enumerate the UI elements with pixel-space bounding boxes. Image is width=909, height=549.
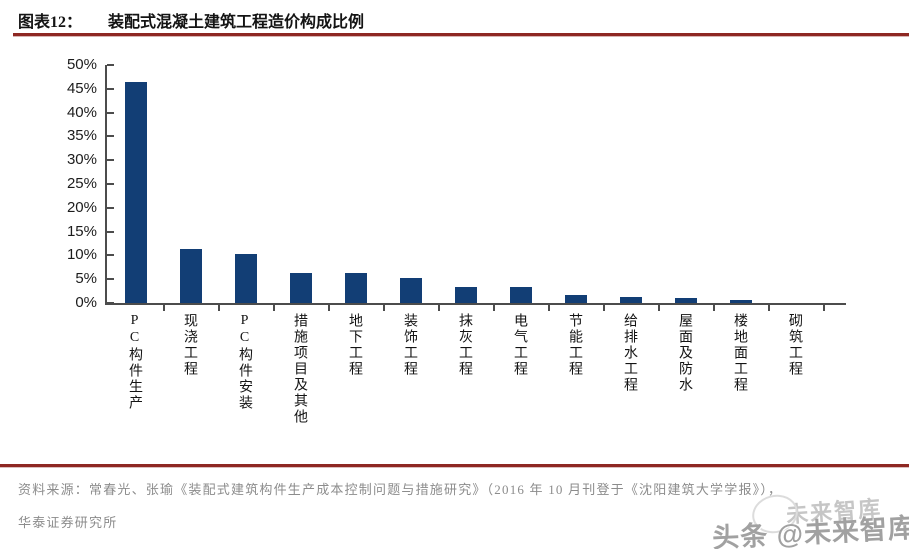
footer-divider bbox=[0, 464, 909, 467]
source-line-1: 资料来源：常春光、张瑜《装配式建筑构件生产成本控制问题与措施研究》（2016 年… bbox=[18, 482, 783, 497]
bar bbox=[180, 249, 202, 303]
x-axis-tick-mark bbox=[438, 305, 440, 311]
y-axis-tick-mark bbox=[107, 183, 114, 185]
y-axis-tick-label: 5% bbox=[75, 270, 97, 287]
y-axis-tick-label: 25% bbox=[66, 175, 97, 192]
x-axis-tick-mark bbox=[768, 305, 770, 311]
y-axis-tick-mark bbox=[107, 64, 114, 66]
y-axis-tick-mark bbox=[107, 135, 114, 137]
x-axis-tick-mark bbox=[823, 305, 825, 311]
x-axis-category-label: 地下工程 bbox=[347, 313, 362, 377]
y-axis-tick-mark bbox=[107, 278, 114, 280]
bar bbox=[565, 295, 587, 303]
x-axis-category-label: PC构件生产 bbox=[127, 313, 142, 411]
x-axis-category-label: 措施项目及其他 bbox=[292, 313, 307, 425]
x-axis-tick-mark bbox=[603, 305, 605, 311]
bar bbox=[235, 254, 257, 303]
bar bbox=[125, 82, 147, 303]
x-axis-tick-mark bbox=[383, 305, 385, 311]
y-axis-tick-label: 10% bbox=[66, 246, 97, 263]
chart-title: 装配式混凝土建筑工程造价构成比例 bbox=[108, 14, 365, 31]
y-axis-tick-mark bbox=[107, 112, 114, 114]
bar bbox=[400, 278, 422, 303]
y-axis-tick-label: 35% bbox=[66, 127, 97, 144]
y-axis-tick-mark bbox=[107, 88, 114, 90]
bar bbox=[345, 273, 367, 303]
y-axis-tick-label: 45% bbox=[66, 80, 97, 97]
bar bbox=[620, 297, 642, 303]
y-axis-tick-label: 20% bbox=[66, 199, 97, 216]
y-axis-tick-label: 40% bbox=[66, 104, 97, 121]
x-axis-category-label: 屋面及防水 bbox=[677, 313, 692, 393]
bar bbox=[675, 298, 697, 303]
y-axis-tick-mark bbox=[107, 231, 114, 233]
bar bbox=[455, 287, 477, 303]
x-axis-category-label: 抹灰工程 bbox=[457, 313, 472, 377]
x-axis-tick-mark bbox=[163, 305, 165, 311]
y-axis-tick-mark bbox=[107, 254, 114, 256]
y-axis-tick-label: 30% bbox=[66, 151, 97, 168]
x-axis-category-label: 现浇工程 bbox=[182, 313, 197, 377]
chart-header: 图表12： 装配式混凝土建筑工程造价构成比例 bbox=[18, 8, 364, 32]
y-axis-line bbox=[105, 65, 107, 303]
bar bbox=[290, 273, 312, 303]
y-axis-tick-mark bbox=[107, 159, 114, 161]
x-axis-line bbox=[105, 303, 846, 305]
bar bbox=[510, 287, 532, 303]
x-axis-tick-mark bbox=[493, 305, 495, 311]
x-axis-category-label: 楼地面工程 bbox=[732, 313, 747, 393]
bar bbox=[730, 300, 752, 303]
y-axis-tick-mark bbox=[107, 207, 114, 209]
x-axis-tick-mark bbox=[328, 305, 330, 311]
y-axis-tick-label: 0% bbox=[75, 294, 97, 311]
x-axis-tick-mark bbox=[218, 305, 220, 311]
x-axis-category-label: 装饰工程 bbox=[402, 313, 417, 377]
x-axis-category-label: PC构件安装 bbox=[237, 313, 252, 411]
x-axis-tick-mark bbox=[658, 305, 660, 311]
source-line-2: 华泰证券研究所 bbox=[18, 515, 118, 530]
x-axis-category-label: 给排水工程 bbox=[622, 313, 637, 393]
x-axis-tick-mark bbox=[713, 305, 715, 311]
y-axis-tick-label: 15% bbox=[66, 223, 97, 240]
x-axis-tick-mark bbox=[273, 305, 275, 311]
x-axis-tick-mark bbox=[548, 305, 550, 311]
title-divider bbox=[13, 33, 909, 36]
x-axis-category-label: 电气工程 bbox=[512, 313, 527, 377]
x-axis-category-label: 砌筑工程 bbox=[787, 313, 802, 377]
y-axis-tick-label: 50% bbox=[66, 56, 97, 73]
figure-label: 图表12： bbox=[18, 14, 83, 31]
x-axis-category-label: 节能工程 bbox=[567, 313, 582, 377]
y-axis-tick-mark bbox=[107, 302, 114, 304]
